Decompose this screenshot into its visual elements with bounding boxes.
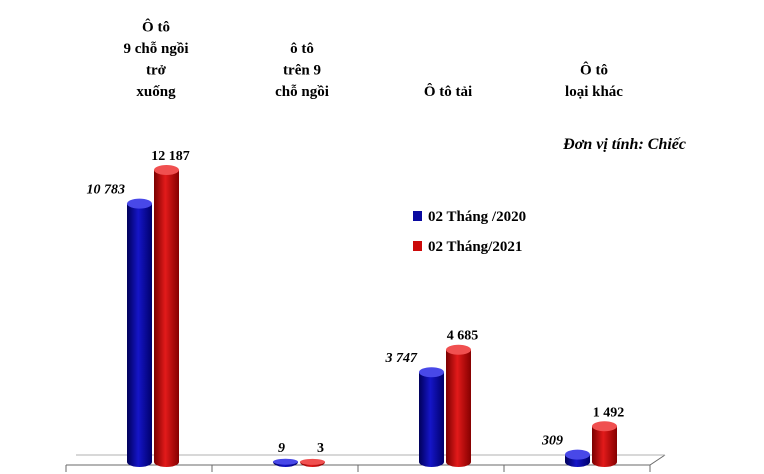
- legend: 02 Tháng /2020 02 Tháng/2021: [413, 209, 526, 255]
- bar-2021-cat-3: [446, 344, 471, 467]
- value-label-2020-cat-2: 9: [278, 441, 285, 456]
- value-label-2021-cat-2: 3: [317, 441, 324, 456]
- bars: [127, 165, 617, 468]
- category-label-2-line-1: ô tô: [290, 41, 314, 57]
- value-label-2020-cat-4: 309: [541, 434, 563, 449]
- bar-2020-cat-3: [419, 367, 444, 467]
- legend-item-2020: 02 Tháng /2020: [413, 209, 526, 225]
- legend-label-2021: 02 Tháng/2021: [428, 239, 522, 255]
- category-label-3-line-1: Ô tô tải: [424, 83, 472, 100]
- value-label-2021-cat-1: 12 187: [151, 149, 190, 164]
- bar-2020-cat-4: [565, 449, 590, 467]
- category-label-1-line-1: Ô tô: [142, 19, 170, 36]
- bar-2020-cat-2: [273, 458, 298, 467]
- legend-label-2020: 02 Tháng /2020: [428, 209, 526, 225]
- bar-2021-cat-2: [300, 458, 325, 467]
- legend-swatch-2021: [413, 241, 422, 251]
- bar-2021-cat-1: [154, 165, 179, 467]
- value-labels: 10 783 12 187 9 3 3 747 4 685 309 1 492: [87, 149, 625, 456]
- category-label-4-line-2: loại khác: [565, 84, 623, 100]
- bar-2021-cat-4: [592, 421, 617, 467]
- value-label-2021-cat-3: 4 685: [447, 329, 479, 344]
- value-label-2020-cat-1: 10 783: [87, 183, 126, 198]
- category-label-1-line-2: 9 chỗ ngồi: [123, 41, 188, 57]
- category-label-2-line-3: chỗ ngồi: [275, 84, 329, 100]
- value-label-2021-cat-4: 1 492: [593, 405, 625, 420]
- legend-swatch-2020: [413, 211, 422, 221]
- legend-item-2021: 02 Tháng/2021: [413, 239, 522, 255]
- category-label-2-line-2: trên 9: [283, 63, 321, 79]
- category-label-1-line-4: xuống: [136, 84, 176, 100]
- category-label-1-line-3: trở: [146, 63, 167, 79]
- unit-label: Đơn vị tính: Chiếc: [562, 136, 686, 153]
- category-labels: Ô tô 9 chỗ ngồi trở xuống ô tô trên 9 chỗ ngồi…: [123, 19, 623, 101]
- bar-2020-cat-1: [127, 198, 152, 468]
- category-label-4-line-1: Ô tô: [580, 62, 608, 79]
- value-label-2020-cat-3: 3 747: [385, 351, 419, 366]
